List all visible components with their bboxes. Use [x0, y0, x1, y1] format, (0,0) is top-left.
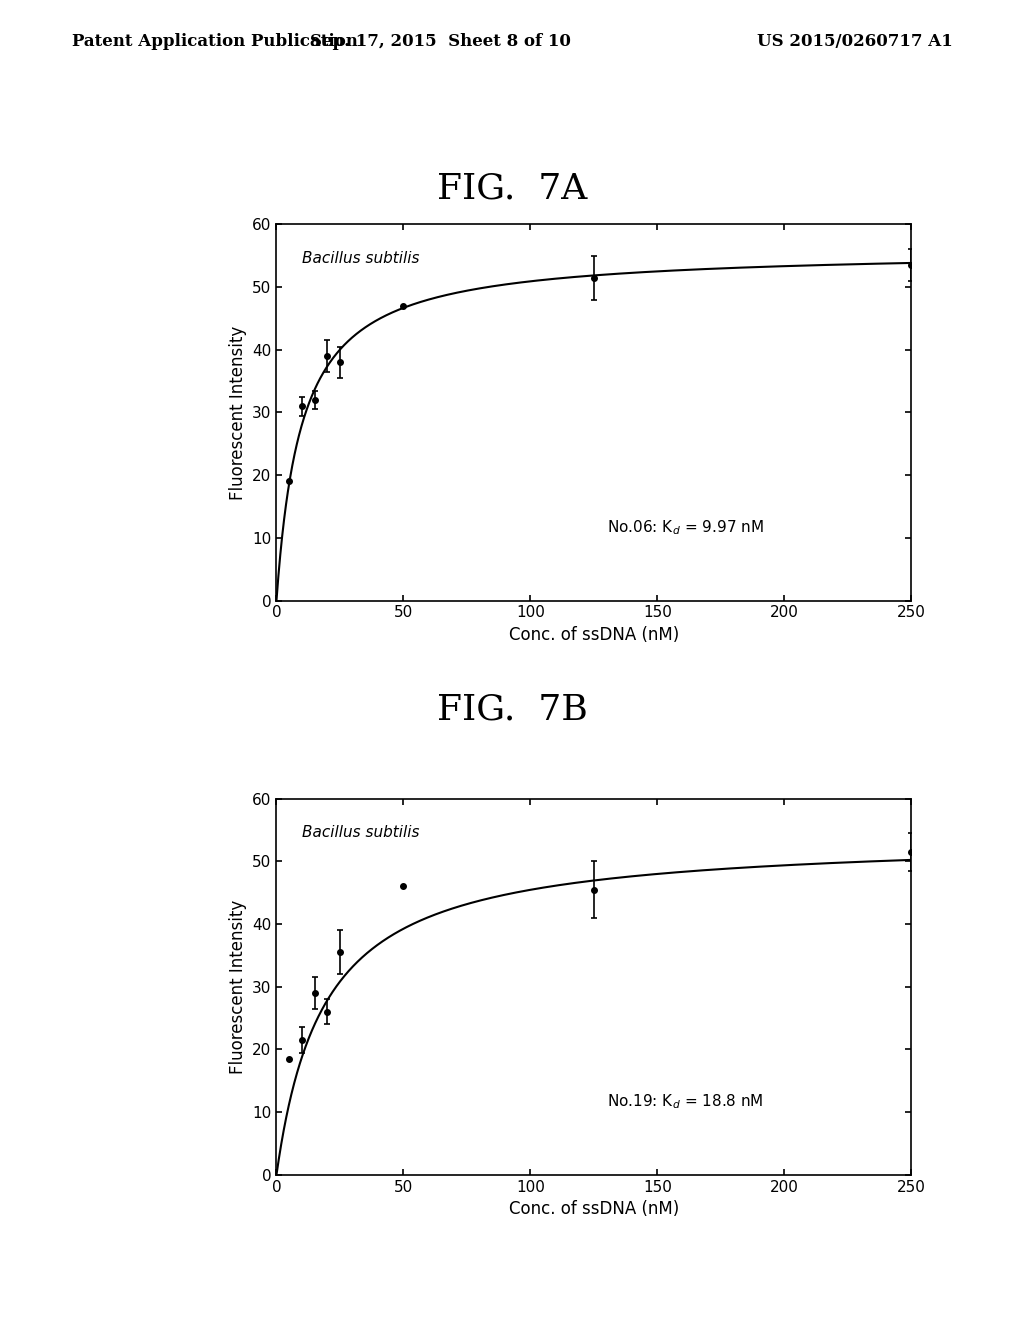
Text: FIG.  7A: FIG. 7A	[437, 172, 587, 206]
Text: Bacillus subtilis: Bacillus subtilis	[302, 251, 420, 265]
Text: FIG.  7B: FIG. 7B	[436, 693, 588, 727]
Text: US 2015/0260717 A1: US 2015/0260717 A1	[757, 33, 952, 50]
Y-axis label: Fluorescent Intensity: Fluorescent Intensity	[228, 325, 247, 500]
Text: No.19: K$_d$ = 18.8 nM: No.19: K$_d$ = 18.8 nM	[606, 1092, 763, 1110]
Text: Bacillus subtilis: Bacillus subtilis	[302, 825, 420, 840]
Text: No.06: K$_d$ = 9.97 nM: No.06: K$_d$ = 9.97 nM	[606, 517, 764, 536]
Text: Sep. 17, 2015  Sheet 8 of 10: Sep. 17, 2015 Sheet 8 of 10	[310, 33, 570, 50]
Text: Patent Application Publication: Patent Application Publication	[72, 33, 357, 50]
X-axis label: Conc. of ssDNA (nM): Conc. of ssDNA (nM)	[509, 1200, 679, 1218]
X-axis label: Conc. of ssDNA (nM): Conc. of ssDNA (nM)	[509, 626, 679, 644]
Y-axis label: Fluorescent Intensity: Fluorescent Intensity	[228, 899, 247, 1074]
